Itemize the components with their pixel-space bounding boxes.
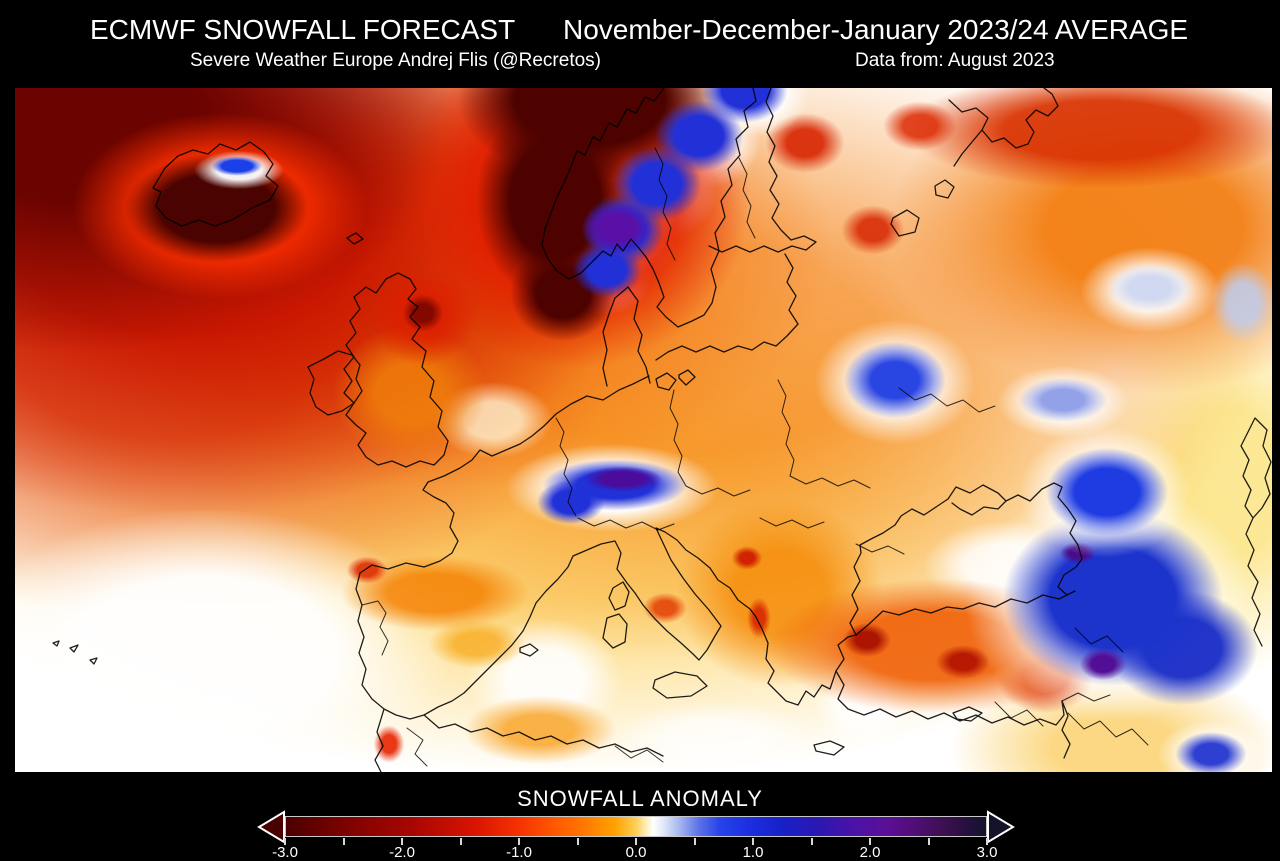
coastline-cyprus [952,706,983,722]
coastline-balearics [519,643,539,657]
border-hungary-romania [759,517,825,529]
coastline-blacksea-west [849,498,949,636]
border-caucasus [1061,627,1124,702]
credit-source: Severe Weather Europe [190,50,394,71]
coastline-turkey-north [855,590,1076,636]
coastline-baltics-south [655,253,799,361]
coastline-ireland [307,350,363,416]
page-title-period: November-December-January 2023/24 AVERAG… [563,14,1189,45]
anomaly-field [15,88,1272,772]
coastline-iceland [152,141,279,227]
border-poland-east [777,379,795,477]
coastline-faroe [346,232,364,245]
colorbar-tick [752,838,754,845]
colorbar-tick-label: 0.0 [625,844,647,861]
data-note: Data from: August 2023 [855,50,1055,71]
coastline-north-africa [374,708,664,772]
border-france-east [555,417,577,517]
coastline-lakes [890,179,955,237]
colorbar-tick [342,838,345,845]
colorbar-tick-label: -1.0 [506,844,532,861]
coastline-crete [813,740,845,756]
border-norway-sweden [654,147,676,261]
coastline-crimea-azov [947,482,1083,596]
colorbar-tick [810,838,813,845]
coastline-corsica [608,581,630,611]
coastline-west-europe [355,375,857,720]
border-ukraine-romania [789,475,871,489]
header-title-row: ECMWF SNOWFALL FORECAST November-Decembe… [0,14,1280,48]
border-middle-east [994,701,1149,746]
colorbar-gradient [285,816,987,837]
border-russia-ukraine [898,387,996,413]
right-arrow-shape [987,810,1015,844]
header-subtitle-row: Severe Weather Europe Andrej Flis (@Recr… [0,50,1280,74]
colorbar-tick [869,838,871,845]
colorbar-tick [986,838,988,845]
border-morocco-algeria [406,727,428,767]
coastline-danish-isles [655,369,696,391]
colorbar-tick [927,838,930,845]
left-arrow-shape [257,810,285,844]
colorbar-right-arrow-icon [987,810,1015,844]
coastlines-svg [52,88,1272,772]
colorbar-tick [576,838,579,845]
colorbar-title: SNOWFALL ANOMALY [517,786,763,811]
border-sweden-finland [738,157,756,239]
coastline-turkey-south [835,670,1065,726]
colorbar-tick [518,838,520,845]
colorbar-tick [284,838,286,845]
colorbar-tick-label: -3.0 [272,844,298,861]
coastline-sardinia [602,613,628,649]
coastline-sicily [652,671,708,699]
border-germany-poland [669,389,687,487]
border-libya [614,745,664,763]
credit-author: Andrej Flis (@Recretos) [398,50,601,71]
border-moldova [855,543,905,555]
coastline-britain [343,272,449,468]
coastline-denmark [602,286,651,387]
colorbar-tick [635,838,637,845]
colorbar-tick-label: -2.0 [389,844,415,861]
coastline-levant [1061,700,1071,759]
border-czech-austria [685,485,751,497]
coastline-caspian [1240,417,1272,647]
coastlines [52,88,1272,772]
border-alps-south [577,517,675,531]
page-title: ECMWF SNOWFALL FORECAST [90,14,516,45]
coastline-azores [52,640,98,665]
border-spain-portugal [361,600,389,656]
coastline-scandinavia [541,88,757,328]
colorbar-tick-label: 3.0 [976,844,998,861]
coastline-white-sea [948,88,1059,167]
country-borders [361,147,1149,767]
colorbar-tick [693,838,696,845]
colorbar-tick-label: 1.0 [742,844,764,861]
coastline-baltic [708,88,817,253]
colorbar-tick [459,838,462,845]
colorbar-tick [401,838,403,845]
colorbar-tick-label: 2.0 [859,844,881,861]
colorbar-left-arrow-icon [257,810,285,844]
